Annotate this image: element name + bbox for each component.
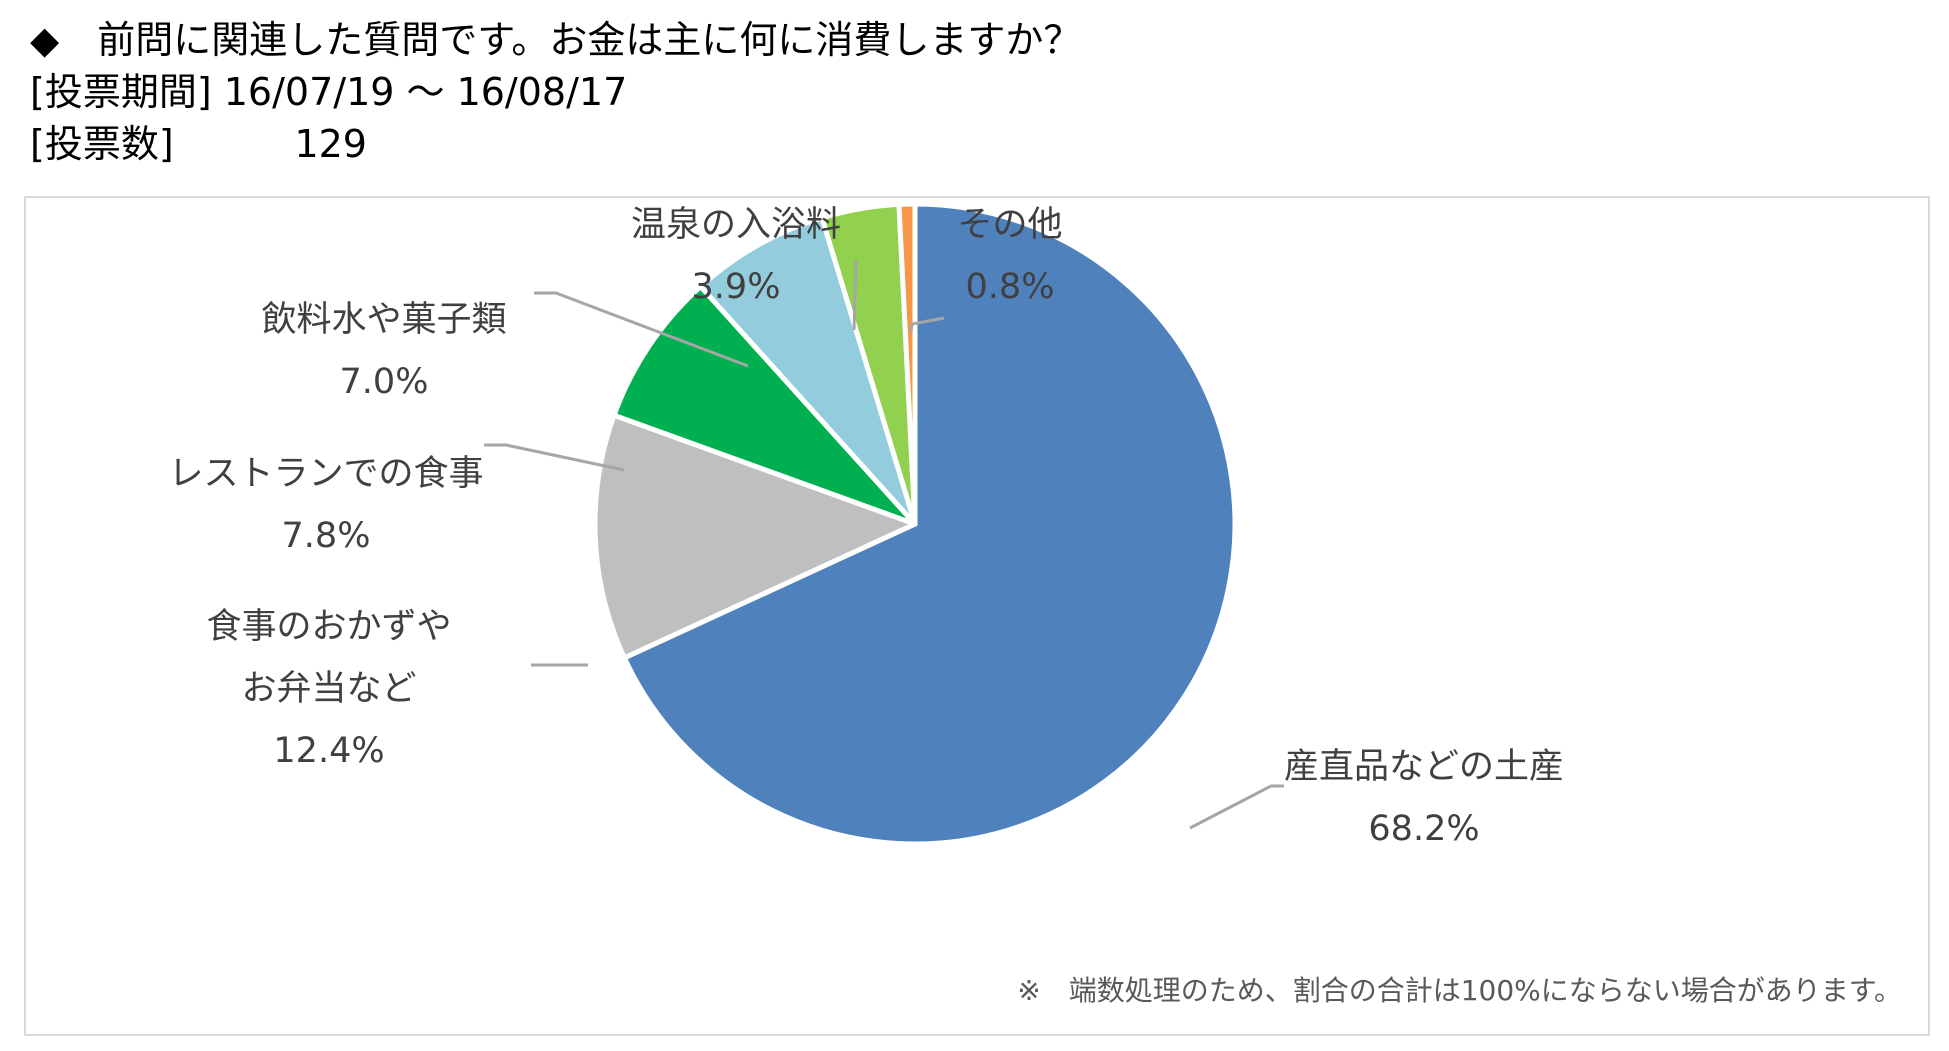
leader-line <box>1189 784 1284 830</box>
pie-slice <box>896 201 918 527</box>
voting-period: [投票期間] 16/07/19 ～ 16/08/17 <box>30 66 1081 118</box>
slice-value-label: 7.8% <box>282 516 371 556</box>
slice-category-label: レストランでの食事 <box>168 454 483 494</box>
chart-header: ◆ 前問に関連した質問です。お金は主に何に消費しますか？ [投票期間] 16/0… <box>30 14 1081 170</box>
leader-line <box>909 316 945 333</box>
leader-line <box>852 259 858 331</box>
period-value: 16/07/19 ～ 16/08/17 <box>223 70 628 114</box>
pie-slices <box>592 201 1238 847</box>
slice-category-label: 飲料水や菓子類 <box>261 300 506 340</box>
slice-category-label: お弁当など <box>241 669 416 709</box>
pie-slice <box>611 283 918 527</box>
votes-value: 129 <box>294 122 367 166</box>
slice-value-label: 0.8% <box>966 267 1055 307</box>
slice-value-label: 7.0% <box>340 362 429 402</box>
leader-line <box>534 291 749 368</box>
pie-slice <box>621 201 1238 847</box>
slice-category-label: 産直品などの土産 <box>1284 747 1564 787</box>
slice-value-label: 12.4% <box>273 731 384 771</box>
rounding-note: ※ 端数処理のため、割合の合計は100%にならない場合があります。 <box>1017 974 1902 1007</box>
votes-label: [投票数] <box>30 122 174 166</box>
slice-value-label: 68.2% <box>1368 809 1479 849</box>
period-label: [投票期間] <box>30 70 212 114</box>
chart-frame: 産直品などの土産 68.2% 食事のおかずや お弁当など 12.4% レストランでの食事 7… <box>24 196 1930 1036</box>
question-text: ◆ 前問に関連した質問です。お金は主に何に消費しますか？ <box>30 18 1082 62</box>
vote-count: [投票数] 129 <box>30 118 1081 170</box>
slice-category-label: 温泉の入浴料 <box>631 205 841 245</box>
leader-lines <box>484 259 1284 830</box>
leader-line <box>484 443 625 472</box>
slice-category-label: 食事のおかずや <box>206 607 451 647</box>
slice-category-label: その他 <box>957 205 1062 245</box>
slice-value-label: 3.9% <box>692 267 781 307</box>
pie-slice <box>592 412 918 661</box>
pie-slice <box>698 215 918 527</box>
